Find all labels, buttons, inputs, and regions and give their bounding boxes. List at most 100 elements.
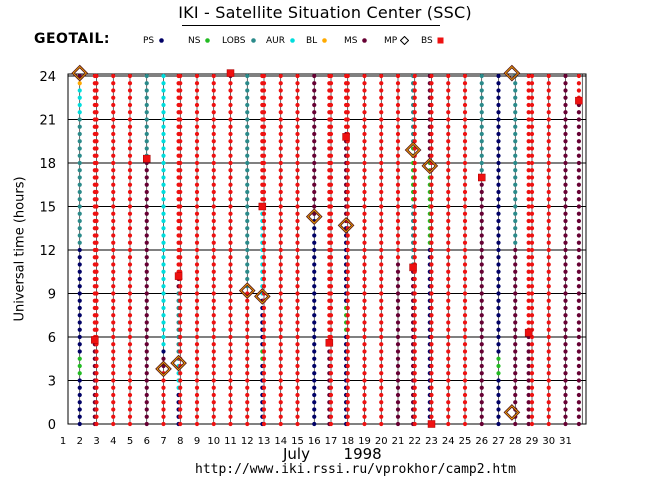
region-dot <box>312 189 317 195</box>
region-dot <box>462 88 468 93</box>
region-dot <box>576 276 582 282</box>
region-dot <box>345 320 350 325</box>
region-dot <box>245 88 250 93</box>
region-dot <box>295 363 300 369</box>
y-tick-label: 18 <box>39 157 56 172</box>
region-dot <box>479 160 484 166</box>
region-dot <box>228 124 233 129</box>
region-dot <box>144 189 149 195</box>
region-dot <box>228 175 233 180</box>
region-dot <box>94 262 99 267</box>
legend-label: AUR <box>266 36 285 46</box>
region-dot <box>462 240 468 245</box>
region-dot <box>345 110 350 115</box>
region-dot <box>379 153 384 158</box>
region-dot <box>111 95 116 100</box>
region-dot <box>576 255 582 260</box>
region-dot <box>529 189 535 195</box>
region-dot <box>144 349 149 354</box>
region-dot <box>379 363 384 369</box>
region-dot <box>94 349 99 354</box>
region-dot <box>345 269 350 274</box>
region-dot <box>529 262 535 267</box>
region-dot <box>479 269 484 274</box>
chart-title: IKI - Satellite Situation Center (SSC) <box>178 3 472 22</box>
region-dot <box>94 276 99 282</box>
region-dot <box>194 102 200 108</box>
region-dot <box>161 313 166 318</box>
region-dot <box>127 363 133 369</box>
region-dot <box>529 131 535 137</box>
region-dot <box>261 334 267 340</box>
region-dot <box>462 392 468 398</box>
region-dot <box>379 160 384 166</box>
region-dot <box>211 102 216 108</box>
region-dot <box>529 414 535 419</box>
region-dot <box>127 160 133 166</box>
x-tick-label: 9 <box>194 436 200 447</box>
region-dot <box>278 88 283 93</box>
region-dot <box>228 218 233 224</box>
region-dot <box>77 327 82 332</box>
region-dot <box>462 342 468 347</box>
region-dot <box>412 421 417 427</box>
region-dot <box>295 197 300 202</box>
region-dot <box>144 320 149 325</box>
region-dot <box>412 371 417 376</box>
region-dot <box>312 233 317 238</box>
region-dot <box>228 327 233 332</box>
region-dot <box>546 414 551 419</box>
region-dot <box>178 197 183 202</box>
region-dot <box>278 313 283 318</box>
region-dot <box>526 400 531 405</box>
region-dot <box>446 233 451 238</box>
region-dot <box>379 305 384 311</box>
region-dot <box>362 153 367 158</box>
region-dot <box>479 385 484 390</box>
region-dot <box>429 276 434 282</box>
legend-symbol-dot-icon <box>362 38 368 43</box>
x-tick-label: 17 <box>325 436 338 447</box>
region-dot <box>529 363 535 369</box>
region-dot <box>161 204 166 209</box>
region-dot <box>496 400 501 405</box>
region-dot <box>328 291 334 296</box>
region-dot <box>395 95 401 100</box>
region-dot <box>278 356 283 361</box>
region-dot <box>328 284 334 289</box>
region-dot <box>526 371 531 376</box>
region-dot <box>462 211 468 216</box>
region-dot <box>312 262 317 267</box>
region-dot <box>479 146 484 151</box>
region-dot <box>563 81 568 86</box>
region-dot <box>412 349 417 354</box>
region-dot <box>328 73 334 79</box>
region-dot <box>312 269 317 274</box>
region-dot <box>576 284 582 289</box>
region-dot <box>178 255 183 260</box>
region-dot <box>446 73 451 79</box>
region-dot <box>245 102 250 108</box>
region-dot <box>576 182 582 187</box>
region-dot <box>127 262 133 267</box>
region-dot <box>161 211 166 216</box>
region-dot <box>513 385 518 390</box>
region-dot <box>194 131 200 137</box>
region-dot <box>194 342 200 347</box>
region-dot <box>479 371 484 376</box>
region-dot <box>144 356 149 361</box>
region-dot <box>479 226 484 231</box>
region-dot <box>211 146 216 151</box>
x-tick-label: 30 <box>542 436 555 447</box>
region-dot <box>446 392 451 398</box>
region-dot <box>526 124 531 129</box>
region-dot <box>127 182 133 187</box>
region-dot <box>429 247 434 253</box>
region-dot <box>429 363 434 369</box>
region-dot <box>161 247 166 253</box>
region-dot <box>576 240 582 245</box>
region-dot <box>479 218 484 224</box>
region-dot <box>496 160 501 166</box>
source-url[interactable]: http://www.iki.rssi.ru/vprokhor/camp2.ht… <box>195 462 516 477</box>
legend-symbol-dot-icon <box>205 38 211 43</box>
